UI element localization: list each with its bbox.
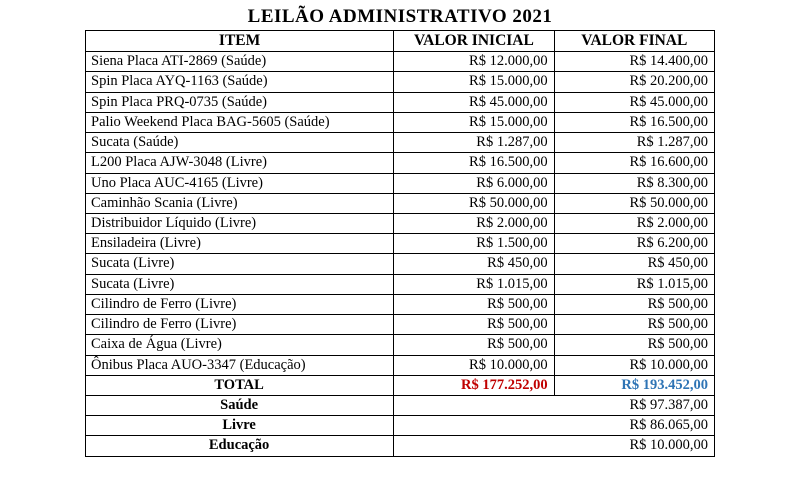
table-row: L200 Placa AJW-3048 (Livre)R$ 16.500,00R… xyxy=(86,153,715,173)
cell-item: Sucata (Saúde) xyxy=(86,133,394,153)
summary-row: EducaçãoR$ 10.000,00 xyxy=(86,436,715,456)
cell-valor-final: R$ 45.000,00 xyxy=(554,92,714,112)
cell-item: Palio Weekend Placa BAG-5605 (Saúde) xyxy=(86,112,394,132)
cell-valor-inicial: R$ 2.000,00 xyxy=(394,214,554,234)
col-valor-inicial: VALOR INICIAL xyxy=(394,31,554,52)
table-row: Sucata (Saúde)R$ 1.287,00R$ 1.287,00 xyxy=(86,133,715,153)
cell-valor-final: R$ 500,00 xyxy=(554,315,714,335)
cell-valor-inicial: R$ 500,00 xyxy=(394,315,554,335)
cell-item: L200 Placa AJW-3048 (Livre) xyxy=(86,153,394,173)
cell-item: Distribuidor Líquido (Livre) xyxy=(86,214,394,234)
cell-valor-final: R$ 10.000,00 xyxy=(554,355,714,375)
header-row: ITEM VALOR INICIAL VALOR FINAL xyxy=(86,31,715,52)
table-row: Caminhão Scania (Livre)R$ 50.000,00R$ 50… xyxy=(86,193,715,213)
cell-valor-final: R$ 50.000,00 xyxy=(554,193,714,213)
cell-item: Cilindro de Ferro (Livre) xyxy=(86,315,394,335)
summary-label: Livre xyxy=(86,416,394,436)
cell-valor-final: R$ 14.400,00 xyxy=(554,52,714,72)
table-row: Ensiladeira (Livre)R$ 1.500,00R$ 6.200,0… xyxy=(86,234,715,254)
cell-valor-inicial: R$ 500,00 xyxy=(394,294,554,314)
table-row: Siena Placa ATI-2869 (Saúde)R$ 12.000,00… xyxy=(86,52,715,72)
total-inicial: R$ 177.252,00 xyxy=(394,375,554,395)
table-row: Spin Placa AYQ-1163 (Saúde)R$ 15.000,00R… xyxy=(86,72,715,92)
summary-row: SaúdeR$ 97.387,00 xyxy=(86,395,715,415)
cell-valor-inicial: R$ 1.015,00 xyxy=(394,274,554,294)
col-item: ITEM xyxy=(86,31,394,52)
auction-table: ITEM VALOR INICIAL VALOR FINAL Siena Pla… xyxy=(85,30,715,457)
table-row: Caixa de Água (Livre)R$ 500,00R$ 500,00 xyxy=(86,335,715,355)
cell-valor-final: R$ 500,00 xyxy=(554,294,714,314)
cell-valor-final: R$ 20.200,00 xyxy=(554,72,714,92)
cell-valor-final: R$ 1.015,00 xyxy=(554,274,714,294)
cell-valor-inicial: R$ 10.000,00 xyxy=(394,355,554,375)
cell-valor-final: R$ 8.300,00 xyxy=(554,173,714,193)
table-row: Sucata (Livre)R$ 1.015,00R$ 1.015,00 xyxy=(86,274,715,294)
cell-valor-inicial: R$ 50.000,00 xyxy=(394,193,554,213)
cell-valor-final: R$ 6.200,00 xyxy=(554,234,714,254)
cell-item: Ônibus Placa AUO-3347 (Educação) xyxy=(86,355,394,375)
total-final: R$ 193.452,00 xyxy=(554,375,714,395)
cell-valor-inicial: R$ 500,00 xyxy=(394,335,554,355)
col-valor-final: VALOR FINAL xyxy=(554,31,714,52)
cell-valor-inicial: R$ 12.000,00 xyxy=(394,52,554,72)
cell-valor-final: R$ 16.600,00 xyxy=(554,153,714,173)
table-row: Sucata (Livre)R$ 450,00R$ 450,00 xyxy=(86,254,715,274)
total-row: TOTAL R$ 177.252,00 R$ 193.452,00 xyxy=(86,375,715,395)
cell-item: Spin Placa AYQ-1163 (Saúde) xyxy=(86,72,394,92)
cell-item: Siena Placa ATI-2869 (Saúde) xyxy=(86,52,394,72)
table-row: Palio Weekend Placa BAG-5605 (Saúde)R$ 1… xyxy=(86,112,715,132)
table-row: Cilindro de Ferro (Livre)R$ 500,00R$ 500… xyxy=(86,294,715,314)
total-label: TOTAL xyxy=(86,375,394,395)
cell-valor-final: R$ 1.287,00 xyxy=(554,133,714,153)
cell-valor-inicial: R$ 15.000,00 xyxy=(394,72,554,92)
cell-item: Caixa de Água (Livre) xyxy=(86,335,394,355)
table-row: Ônibus Placa AUO-3347 (Educação)R$ 10.00… xyxy=(86,355,715,375)
cell-valor-final: R$ 2.000,00 xyxy=(554,214,714,234)
summary-value: R$ 86.065,00 xyxy=(394,416,715,436)
summary-value: R$ 97.387,00 xyxy=(394,395,715,415)
table-row: Distribuidor Líquido (Livre)R$ 2.000,00R… xyxy=(86,214,715,234)
table-row: Spin Placa PRQ-0735 (Saúde)R$ 45.000,00R… xyxy=(86,92,715,112)
cell-valor-inicial: R$ 1.287,00 xyxy=(394,133,554,153)
cell-item: Cilindro de Ferro (Livre) xyxy=(86,294,394,314)
summary-value: R$ 10.000,00 xyxy=(394,436,715,456)
summary-label: Saúde xyxy=(86,395,394,415)
cell-item: Uno Placa AUC-4165 (Livre) xyxy=(86,173,394,193)
cell-valor-final: R$ 450,00 xyxy=(554,254,714,274)
cell-valor-inicial: R$ 6.000,00 xyxy=(394,173,554,193)
cell-item: Sucata (Livre) xyxy=(86,274,394,294)
cell-valor-inicial: R$ 16.500,00 xyxy=(394,153,554,173)
summary-row: LivreR$ 86.065,00 xyxy=(86,416,715,436)
table-row: Uno Placa AUC-4165 (Livre)R$ 6.000,00R$ … xyxy=(86,173,715,193)
summary-label: Educação xyxy=(86,436,394,456)
cell-valor-inicial: R$ 1.500,00 xyxy=(394,234,554,254)
cell-valor-inicial: R$ 15.000,00 xyxy=(394,112,554,132)
cell-item: Sucata (Livre) xyxy=(86,254,394,274)
cell-valor-final: R$ 16.500,00 xyxy=(554,112,714,132)
cell-valor-inicial: R$ 450,00 xyxy=(394,254,554,274)
document-title: LEILÃO ADMINISTRATIVO 2021 xyxy=(85,6,715,30)
cell-valor-final: R$ 500,00 xyxy=(554,335,714,355)
cell-item: Caminhão Scania (Livre) xyxy=(86,193,394,213)
cell-item: Spin Placa PRQ-0735 (Saúde) xyxy=(86,92,394,112)
cell-valor-inicial: R$ 45.000,00 xyxy=(394,92,554,112)
auction-document: LEILÃO ADMINISTRATIVO 2021 ITEM VALOR IN… xyxy=(85,6,715,500)
table-row: Cilindro de Ferro (Livre)R$ 500,00R$ 500… xyxy=(86,315,715,335)
cell-item: Ensiladeira (Livre) xyxy=(86,234,394,254)
